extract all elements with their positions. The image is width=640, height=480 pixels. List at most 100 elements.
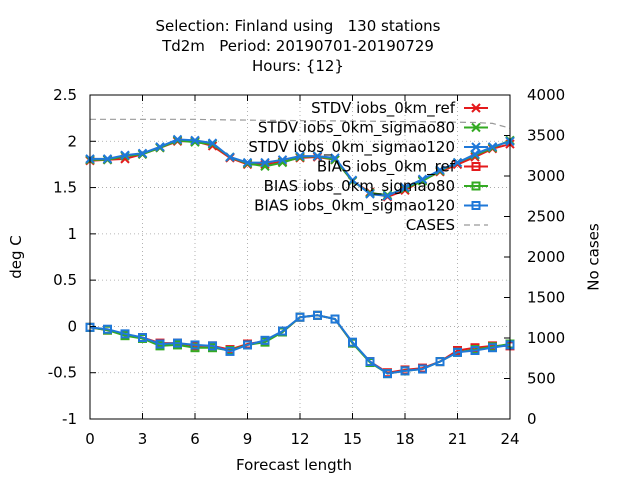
series-2-point-stroke [277, 155, 288, 165]
series-5-point [173, 338, 182, 348]
chart-title-line-1: Selection: Finland using 130 stations [155, 17, 441, 35]
series-2-point-stroke [487, 142, 498, 152]
series-5-point [225, 346, 235, 356]
series-5-point [418, 364, 427, 374]
x-tick-label: 12 [290, 430, 309, 448]
x-tick-label: 9 [243, 430, 253, 448]
x-tick-label: 6 [190, 430, 200, 448]
series-5-point [260, 335, 270, 345]
series-2-point-stroke [365, 189, 375, 199]
series-2-point-stroke [137, 148, 148, 159]
legend-swatch-marker-stroke [471, 142, 481, 152]
x-tick-label: 24 [500, 430, 519, 448]
series-1-point [260, 161, 270, 171]
series-2-point [225, 152, 235, 162]
series-5-point [348, 337, 357, 347]
series-2-point-stroke [225, 152, 235, 162]
legend-label: STDV iobs_0km_sigmao80 [258, 119, 455, 138]
series-2-point [137, 148, 148, 159]
series-5-point [383, 369, 392, 379]
legend-swatch-marker [471, 201, 481, 210]
series-2-point [435, 165, 445, 175]
series-2-point [312, 151, 323, 161]
series-2-point-stroke [330, 153, 340, 163]
series-5-point [330, 314, 340, 324]
y-tick-label: 0 [67, 317, 77, 335]
series-5-point [488, 343, 497, 353]
legend-label: BIAS iobs_0km_ref [317, 158, 456, 177]
series-2-point [295, 151, 305, 161]
legend-swatch-marker-stroke [471, 122, 481, 133]
series-line-6 [90, 118, 511, 129]
series-5-point [313, 310, 322, 320]
y-tick-label: -1 [62, 410, 77, 428]
series-5-point [295, 312, 305, 322]
y2-tick-label: 3500 [527, 127, 565, 145]
series-5-point [138, 333, 147, 343]
y-axis-label: deg C [6, 235, 25, 279]
series-5-point [453, 347, 462, 357]
series-line-4 [89, 314, 511, 375]
series-2-point-stroke [260, 157, 270, 168]
y2-axis-label: No cases [584, 223, 603, 291]
chart-title-line-3: Hours: {12} [252, 57, 344, 75]
series-2-point-stroke [155, 142, 165, 152]
series-2-point-stroke [435, 165, 445, 175]
series-2-point [452, 157, 463, 168]
y2-tick-label: 1000 [527, 329, 565, 347]
legend-swatch-marker [471, 103, 481, 113]
series-2-point-stroke [382, 191, 393, 201]
series-2-point [417, 174, 428, 184]
legend-label: BIAS iobs_0km_sigmao120 [254, 197, 455, 216]
series-2-point-stroke [452, 157, 463, 168]
series-2-point [102, 154, 113, 164]
series-2-point [347, 175, 358, 185]
series-5-point [120, 329, 130, 339]
y2-tick-label: 2000 [527, 248, 565, 266]
series-2-point-stroke [312, 151, 323, 161]
series-2-point [155, 142, 165, 152]
series-2-point-stroke [295, 151, 305, 161]
series-0-point-stroke [207, 141, 218, 151]
series-2-point-stroke [207, 138, 218, 148]
y2-tick-label: 1500 [527, 289, 565, 307]
series-1-point-stroke [330, 155, 340, 165]
y-tick-label: 2 [67, 132, 77, 150]
series-line-5 [89, 314, 511, 375]
series-2-point-stroke [347, 175, 358, 185]
series-2-point [487, 142, 498, 152]
series-2-point [470, 149, 480, 159]
y-tick-label: 2.5 [53, 86, 77, 104]
series-2-point [207, 138, 218, 148]
x-tick-label: 0 [85, 430, 95, 448]
series-5-point [278, 326, 287, 336]
series-2-point-stroke [400, 182, 410, 193]
x-tick-label: 15 [343, 430, 362, 448]
series-1-point-stroke [260, 161, 270, 171]
series-2-point [277, 155, 288, 165]
series-5-point [365, 357, 375, 367]
y2-tick-label: 4000 [527, 86, 565, 104]
legend-label: CASES [406, 216, 455, 234]
series-2-point [120, 150, 130, 160]
series-5-point [400, 366, 410, 376]
series-2-point-stroke [190, 135, 200, 146]
series-2-point-stroke [242, 157, 253, 168]
legend-label: BIAS iobs_0km_sigmao80 [264, 177, 455, 196]
chart-title-line-2: Td2m Period: 20190701-20190729 [162, 37, 434, 55]
series-2-point-stroke [120, 150, 130, 160]
x-tick-label: 18 [395, 430, 414, 448]
legend-swatch-marker [471, 181, 481, 191]
tick-layer: 0 3 6 9 12 15 18 21 24 -1 -0.5 0 0.5 1 1.5 2 2.5 0 500 1000… [48, 86, 565, 448]
x-axis-label: Forecast length [236, 456, 353, 474]
legend-swatch-marker [471, 122, 481, 133]
series-2-point-stroke [102, 154, 113, 164]
series-5-point [435, 357, 445, 367]
series-2-point [365, 189, 375, 199]
series-2-point-stroke [417, 174, 428, 184]
series-5-point [190, 340, 200, 350]
legend-swatch-marker-stroke [471, 103, 481, 113]
series-2-point [260, 157, 270, 168]
series-2-point-stroke [470, 149, 480, 159]
